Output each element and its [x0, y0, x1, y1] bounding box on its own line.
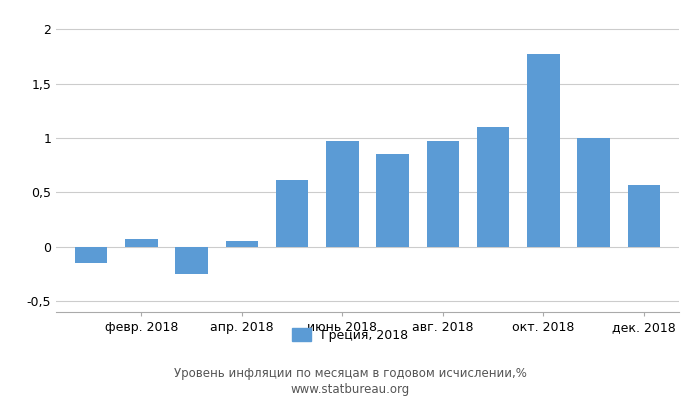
- Bar: [276, 180, 309, 247]
- Text: Уровень инфляции по месяцам в годовом исчислении,%: Уровень инфляции по месяцам в годовом ис…: [174, 368, 526, 380]
- Bar: [578, 138, 610, 247]
- Bar: [377, 154, 409, 247]
- Bar: [627, 185, 660, 247]
- Legend: Греция, 2018: Греция, 2018: [292, 328, 408, 342]
- Bar: [426, 141, 459, 247]
- Text: www.statbureau.org: www.statbureau.org: [290, 384, 410, 396]
- Bar: [477, 127, 510, 247]
- Bar: [75, 247, 108, 263]
- Bar: [527, 54, 560, 247]
- Bar: [225, 241, 258, 247]
- Bar: [175, 247, 208, 274]
- Bar: [125, 239, 158, 247]
- Bar: [326, 141, 358, 247]
